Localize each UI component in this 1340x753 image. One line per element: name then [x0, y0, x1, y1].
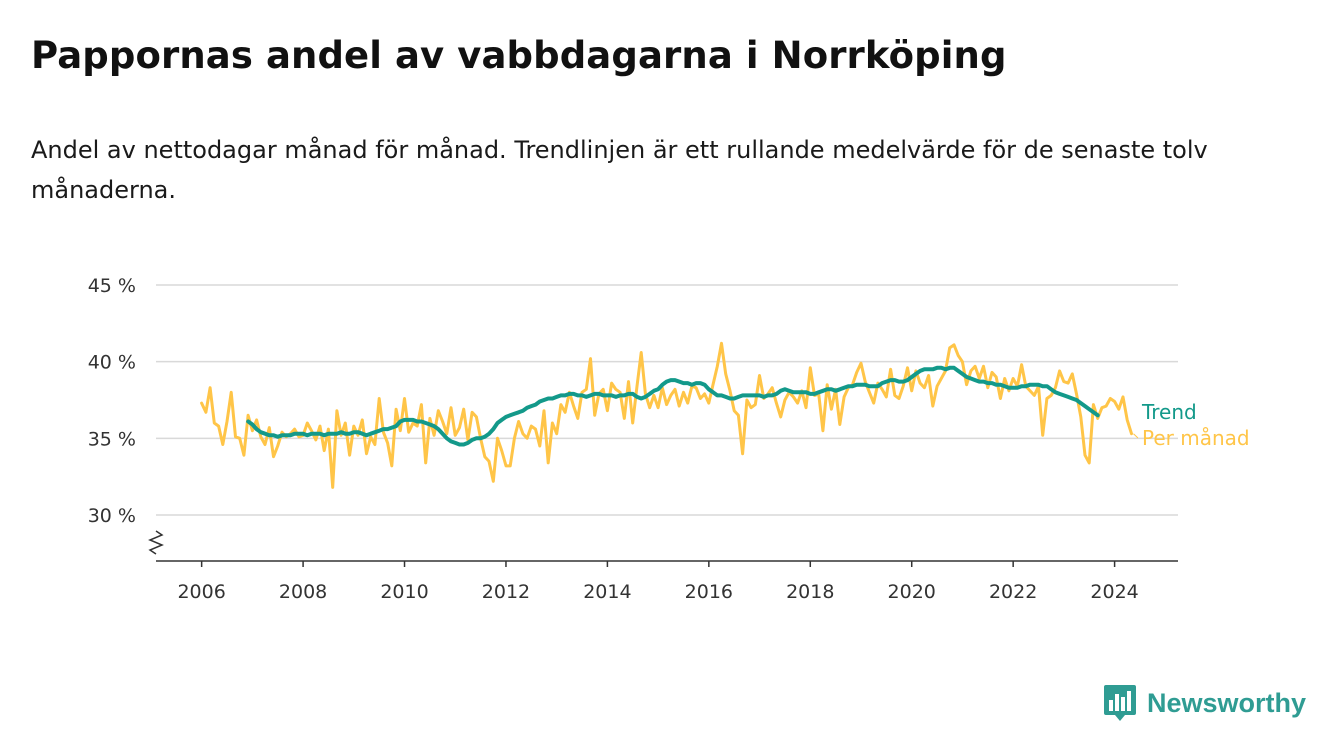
axes: 30 % 35 % 40 % 45 % 2006 2008 2010 2012 2014 2016…	[88, 275, 1178, 603]
series-label-leader	[1133, 433, 1139, 439]
series-line-trend	[246, 365, 1100, 447]
brand-logo: Newsworthy	[1103, 683, 1306, 723]
y-tick-label: 40 %	[88, 352, 136, 374]
series-line-monthly	[200, 341, 1133, 489]
x-tick-label: 2008	[279, 581, 327, 603]
brand-name: Newsworthy	[1147, 687, 1307, 718]
x-tick-label: 2022	[989, 581, 1037, 603]
x-tick-label: 2016	[685, 581, 733, 603]
x-tick-label: 2006	[177, 581, 225, 603]
series-label-monthly: Per månad	[1142, 426, 1250, 450]
chart-title: Pappornas andel av vabbdagarna i Norrköp…	[31, 34, 1007, 77]
y-tick-label: 30 %	[88, 505, 136, 527]
newsworthy-logo-icon	[1104, 685, 1136, 721]
x-tick-label: 2020	[888, 581, 936, 603]
x-tick-label: 2018	[786, 581, 834, 603]
y-tick-label: 45 %	[88, 275, 136, 297]
y-axis-break-icon	[148, 530, 164, 555]
x-tick-label: 2024	[1090, 581, 1138, 603]
chart-subtitle: Andel av nettodagar månad för månad. Tre…	[31, 136, 1208, 204]
series-label-trend: Trend	[1141, 400, 1197, 424]
series-lines	[200, 341, 1133, 489]
x-tick-label: 2010	[380, 581, 428, 603]
gridlines	[156, 284, 1178, 516]
y-tick-label: 35 %	[88, 428, 136, 450]
x-tick-label: 2014	[583, 581, 631, 603]
x-tick-label: 2012	[482, 581, 530, 603]
